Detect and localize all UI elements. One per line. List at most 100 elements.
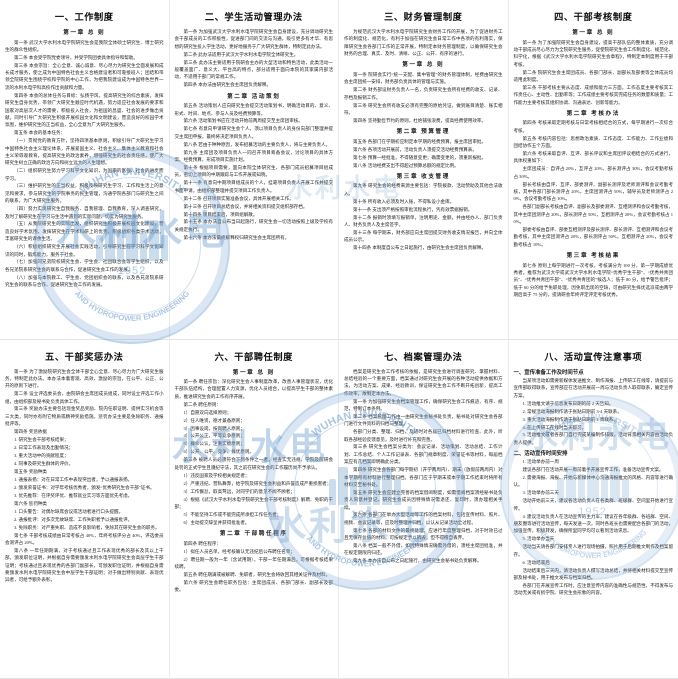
body-paragraph: 1）自愿双向选择原则； xyxy=(183,409,232,415)
body-paragraph: 第十条 所有收入必须及时入账，不得私设小金库。 xyxy=(353,198,455,204)
body-paragraph: 第四条 研究生会各部门每学期初（开学两周内）、期末（放假前两周内）对本学期所有材… xyxy=(344,467,503,487)
body-paragraph: 3. 免除职务：对严重失职、造成不良影响者，免除其在研究生会的职务。 xyxy=(14,524,160,530)
body-paragraph: 第一条 院研会实行“统一支配、集中管理”的财务管理体制，经费由研究生会主席团统一… xyxy=(344,71,503,85)
body-paragraph: 第八条 若由于种种原因，发布招募活动的主要负责人，将与主要负责人。 xyxy=(183,141,331,147)
body-paragraph: （二）组织研究生努力学习科学文化知识，为国家的富强、社会的进步而学习。 xyxy=(5,168,164,181)
document-page: 二、学生活动管理办法 第一条 为加强武汉大学水利水电学院研究生会自身建设，充分调动… xyxy=(169,0,339,340)
body-paragraph: （四）努力实现研究生自我服务、自我管理、自我教育，深入调查研究，及时了解研究生在… xyxy=(5,206,164,219)
body-paragraph: 第六条 研究生会聘任职务包括：主席团成员、各部门部长、副部长及部委。 xyxy=(174,579,334,593)
body-paragraph: 档案是研究生会工作考核的依据，是研究生会进行调查研究、掌握材料、总结经验的一个重… xyxy=(344,368,503,396)
body-paragraph: 第六条 活动策划书应在活动开始前两周提交至主席团审核。 xyxy=(183,118,303,124)
body-paragraph: 2. 通报批评：对多次无故缺席、工作失职者予以通报批评。 xyxy=(14,516,133,522)
body-paragraph: 3）工作懈怠，取高骛远，对同学们的意见不闻不顾者； xyxy=(183,488,295,494)
body-paragraph: 第一条 为加强武汉大学水利水电学院研究生会自身建设，充分调动研究生会干部成员的工… xyxy=(174,29,334,49)
body-paragraph: 第八条 档案一般不外借，如因特殊情况确需外借的，须经主席团批准，并在规定期限内归… xyxy=(344,543,503,556)
body-paragraph: 第十三条 召开项目总结会议，并将相关资料提交组织部存档。 xyxy=(183,203,308,209)
body-paragraph: 当某项活动如需要新媒体发送推文、制作海报、上传研工在线等，请提前与宣传部取得联系… xyxy=(513,378,674,398)
body-paragraph: 活动开始前三天，建议各活动负责人在各类群、班级群、空间里开始进行宣传。 xyxy=(513,498,674,511)
body-paragraph: 1. 口头警告：对偶尔缺席会议或活动者进行口头提醒。 xyxy=(14,508,124,514)
body-paragraph: 第一条 为了加强院研究生会自身建设，提高干部队伍的整体素质，充分调动干部成员尽心… xyxy=(513,39,674,67)
body-paragraph: 4. 同事及研究生群体的评价。 xyxy=(14,460,74,466)
body-paragraph: 2. 日常工作表现及出勤情况； xyxy=(14,445,74,451)
body-paragraph: 第八条 一年任期期满，对于考核通过且工作表现优秀的部长及其以上干部，颁发职位证明… xyxy=(5,547,164,583)
body-paragraph: 4）公开公正，平等竞争原则； xyxy=(183,433,245,439)
body-paragraph: 第三条 被聘人员必须符合下列条件之一者，经查实无违规、学院及院研会处罚的正式学生… xyxy=(174,457,334,470)
body-paragraph: 第九条 研究生会的经费来源主要包括：学院拨款、活动赞助及其他合法收入。 xyxy=(344,183,503,196)
body-paragraph: （八）加强与本院教工、学生会、党团组织会的联系，以及各兄弟院系研究生会的联系与合… xyxy=(5,274,164,288)
chapter-heading: 第二章 活动策划 xyxy=(227,93,281,100)
body-paragraph: 第二条 档案管理工作由一由研究生会秘书处负责，秘书处对研究生会各部门进行文件资料… xyxy=(344,413,503,427)
page-title: 七、档案管理办法 xyxy=(384,351,463,362)
body-paragraph: 第五条 奖励种类 xyxy=(14,468,47,474)
body-paragraph: 第四条 奖惩依据 xyxy=(14,429,47,435)
body-paragraph: 第十六条 本办法最终解释权归研究生会主席团所有。 xyxy=(183,234,290,240)
document-page: 五、干部奖惩办法 第一条 为了激励院研究生会全体干部全心全意、尽心尽力为广大研究生… xyxy=(0,339,170,679)
body-paragraph: 第七条 干部考核成绩由日常考核占 40%，年终考核评分占 40%，评选委员会测评… xyxy=(5,532,164,545)
body-paragraph: （五）从我院研究生的实际出发，组织研究生积极开展校园文化建设，营造良好学术氛围，… xyxy=(5,221,164,242)
body-paragraph: 第十一条 支出须严格按照审批流程执行，凭有效票据报销。 xyxy=(353,206,473,212)
body-paragraph: 第五条 聘任期满或被解聘、免职者，研究生会将收回其相关证件及材料。 xyxy=(183,571,331,577)
section-heading: 二、活动宣传时间安排 xyxy=(513,450,568,457)
body-paragraph: 第一条 为加强研究生会档案管理工作，确保研究生会工作痕迹、有序、规范，特制订本条… xyxy=(344,398,503,411)
body-paragraph: 第七条 有意向申请研究生会个人，须以项目负责人的身份向部门整理并提交主席团申报，… xyxy=(174,126,334,139)
body-paragraph: 1. 活动举办前一周 xyxy=(522,459,559,465)
body-paragraph: 1. 通报表扬：对在日常工作中表现突出者，予以通报表扬。 xyxy=(14,476,133,482)
body-paragraph: 3）因事设岗，按岗聘人原则； xyxy=(183,425,245,431)
body-paragraph: 第十二条 报销时须填写报销单，注明用途、金额，并由经办人、部门负责人、财务负责人… xyxy=(344,214,503,228)
body-paragraph: 第四条 考核采取定期考核与日常考核相结合的方式，每学期进行一次综合考核。 xyxy=(513,120,674,133)
body-paragraph: 第十三条 每学期末，财务部应向主席团提交财务收支情况报告，并向全体成员公示。 xyxy=(344,229,503,243)
section-heading: 一、宣传准备工作及时间节点 xyxy=(513,369,584,376)
chapter-heading: 第三章 考核结果 xyxy=(566,253,620,260)
body-paragraph: 1）违反国家及学校相关规定者； xyxy=(183,472,250,478)
body-paragraph: 第十一条 有意向中期项目组成员的个人，挂靠项目负责人开展工作并提交书面申请，由组… xyxy=(174,180,334,193)
document-page: 六、干部聘任制度 第一章 总 则第一条 聘任宗旨：深化研究生会人事制度改革，改善人… xyxy=(169,339,339,679)
body-paragraph: 1. 活动推文请于信息发布日期的前 2 天告知。 xyxy=(522,400,614,406)
body-paragraph: 第七条 各部的材料文件的最终处理，应进行年度整理归档，对于时效已过且无保存价值的… xyxy=(344,527,503,541)
body-paragraph: 第四条 本会的总体任务与目标：弘扬学风，提高研究生的综合素质，发挥研究生自身优势… xyxy=(5,92,164,128)
body-paragraph: 5）不能坚持工作或不能完成所承担工作任务者； xyxy=(183,511,282,517)
body-paragraph: （一）贯彻党的教育方针，坚持四项基本原则，积极引导广大研究生学习中国特色社会主义… xyxy=(5,138,164,166)
body-paragraph: 4. 在上传研工在线时当天即可。 xyxy=(522,424,587,430)
body-paragraph: 第三条 奖励办法主要包括现金奖品奖励、院内任职证明、提供实习机会等三大类，同时亦… xyxy=(5,406,164,427)
page-title: 三、财务管理制度 xyxy=(384,12,463,22)
body-paragraph: 5. 活动举办当天 xyxy=(522,536,555,542)
body-paragraph: 第四条 聘任程序： xyxy=(183,540,222,546)
body-paragraph: 6. 活动结束后 xyxy=(522,559,550,565)
body-paragraph: 第十条 根据项目需要，面向本院全体研究生、各部门成员招募项目组成员，密切上项目的… xyxy=(174,165,334,178)
body-paragraph: 1）拟任人员名单，经考核确认无违纪后公布聘任名单； xyxy=(183,548,295,554)
body-paragraph: （七）加强同兄弟院校研究生会、学生会、社团联合会等学生组织，以及各兄弟院系研究生… xyxy=(5,259,164,272)
body-paragraph: 部长考核由自评、互评、部委测评、副部长测评及老师测评和会议考勤考核，其中各部门部… xyxy=(513,181,674,202)
body-paragraph: 第二条 设立评选委员会，由院研会主席团成员组成，同时设立评选工作小组，由组织部及… xyxy=(5,391,164,404)
body-paragraph: 3. 活动举办前三天 xyxy=(522,490,559,496)
body-paragraph: 第一条 为了激励院研究生会全体干部全心全意、尽心尽力为广大研究生服务，特制定此办… xyxy=(5,368,164,389)
body-paragraph: 第十二条 召开项目实施准备会议，具体开展相关工作。 xyxy=(183,195,294,201)
body-paragraph: 第三条 干部考核主要从态度、成绩和能力三方面，工作态度主要考核其工作责任心、主动… xyxy=(513,84,674,105)
body-paragraph: 2）严重违纪、营私舞弊，给学院及研究生会利益和声誉造成严重损害者； xyxy=(183,480,332,486)
document-page: 八、活动宣传注意事项 一、宣传准备工作及时间节点 当某项活动如需要新媒体发送推文、制… xyxy=(508,339,678,679)
body-paragraph: 3. 重大活动中的贡献程度； xyxy=(14,453,69,459)
body-paragraph: 各部门在开展宣传工作时，应注意宣传内容的准确性与规范性，不得发布与活动无关或有损… xyxy=(513,582,674,596)
document-page: 四、干部考核制度 第一章 总 则第一条 为了加强院研究生会自身建设，提高干部队伍的… xyxy=(508,0,678,340)
body-paragraph: 6）公开、公平、竞争、择优原则。 xyxy=(183,449,254,455)
body-paragraph: 2. 需要海报、海报、开始与新媒体中心沟通海报推文的风格、内容等进行确认。 xyxy=(513,475,674,488)
body-paragraph: 4）根据《武汉大学水利水电学院研究生会干部考核制度》解聘、免职的干部； xyxy=(174,496,334,509)
body-paragraph: 3. 优先推荐：在评奖评优、推荐就业实习等方面优先考虑。 xyxy=(14,492,133,498)
body-paragraph: 2）任人唯贤，德才兼备原则； xyxy=(183,417,245,423)
body-paragraph: 第五条 活动策划人应向研究生会提交活动策划书，明确活动目的、意义、形式、时间、地… xyxy=(174,103,334,116)
body-paragraph: 第四条 坚持勤俭节约的原则，杜绝铺张浪费，提高经费使用效率。 xyxy=(353,117,486,123)
body-paragraph: 第三条 此办法主要适用于院研会主办的大型活动和特色活动，此类活动一般覆盖面广、意… xyxy=(174,59,334,80)
body-paragraph: 主席团成员：自评占 20%，互评占 20%，部长测评占 30%，会议考勤考核占 … xyxy=(513,166,674,179)
body-paragraph: 第二条 此办法适用于武汉大学水利水电学院全体研究生。 xyxy=(183,51,299,57)
chapter-heading: 第二章 干部聘任程序 xyxy=(219,531,288,538)
body-paragraph: 1. 研究生会干部考核结果； xyxy=(14,437,69,443)
body-paragraph: 活动当天请各部门安排专人进行现场拍摄，照片用于后期推文制作及档案留存。 xyxy=(513,544,674,557)
body-paragraph: 第五条 研究生会应建立完善的档案借阅制度，如需借阅档案须经秘书处负责人同意并登记… xyxy=(344,489,503,510)
body-paragraph: 第二条 财务部设财务负责人一名，负责研究生会所有经费的收支、记录、存档及报销工作… xyxy=(344,87,503,100)
chapter-heading: 第一章 总 则 xyxy=(572,30,615,36)
body-paragraph: 6）主动提交辞呈并获得批准者。 xyxy=(183,519,250,525)
body-paragraph: 2）聘任期一般为一年（含试用期），干部一年任期满后，可根据考核结果续聘。 xyxy=(174,556,334,569)
document-page: 一、工作制度 第一章 总 则第一条 武汉大学水利水电学院研究生会是我院全体硕士研究… xyxy=(0,0,170,340)
document-page: 三、财务管理制度 为规范武汉大学水利水电学院研究生会财务工作的开展，为了促进财务工… xyxy=(339,0,509,340)
